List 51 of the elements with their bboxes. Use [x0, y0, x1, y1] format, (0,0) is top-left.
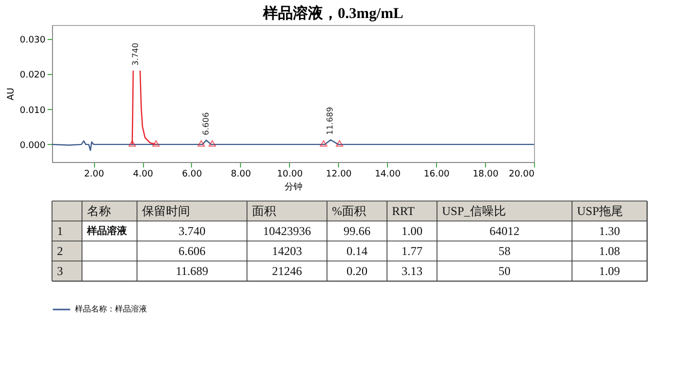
annotation: 6.606: [201, 112, 210, 136]
legend-label: 样品名称：样品溶液: [75, 304, 147, 314]
x-tick-label: 6.00: [182, 170, 202, 180]
data-label: 11.689: [176, 264, 208, 278]
x-tick-label: 20.00: [508, 170, 535, 180]
y-tick-label: 0.010: [20, 106, 46, 116]
data-label: 1.09: [599, 264, 620, 278]
data-label: 1.00: [402, 224, 422, 238]
annotation: 3.740: [131, 42, 140, 66]
data-label: 21246: [272, 264, 302, 278]
x-tick-label: 12.00: [326, 170, 352, 180]
x-tick-label: USP_信噪比: [442, 204, 506, 218]
y-axis-title: AU: [6, 88, 17, 100]
annotation: 11.689: [326, 106, 335, 135]
x-tick-label: 14.00: [374, 170, 401, 180]
data-label: 1.08: [599, 244, 620, 258]
x-tick-label: 面积: [252, 204, 276, 218]
x-tick-label: 2.00: [84, 170, 104, 180]
data-label: 10423936: [263, 224, 311, 238]
data-label: 1.77: [402, 244, 422, 258]
data-label: 99.66: [344, 224, 370, 238]
x-tick-label: 4.00: [133, 170, 154, 180]
data-label: 3.740: [178, 224, 206, 238]
line-series: [52, 139, 534, 152]
data-label: 6.606: [178, 244, 206, 258]
x-tick-label: USP拖尾: [577, 204, 624, 218]
data-label: 0.20: [346, 264, 368, 278]
data-label: 58: [498, 244, 510, 258]
y-tick-label: 0.000: [20, 140, 46, 151]
x-tick-label: 保留时间: [142, 204, 190, 218]
x-tick-label: 10.00: [276, 170, 303, 180]
x-tick-label: 18.00: [472, 170, 499, 180]
data-label: 0.14: [346, 244, 368, 258]
data-label: 14203: [272, 244, 302, 258]
x-tick-label: 16.00: [424, 170, 450, 180]
text: 样品溶液: [87, 226, 127, 237]
y-tick-label: 2: [57, 244, 63, 258]
x-tick-label: 名称: [87, 204, 111, 218]
x-tick-label: RRT: [392, 204, 416, 218]
y-tick-label: 3: [57, 264, 63, 278]
y-tick-label: 0.020: [20, 70, 46, 81]
x-tick-label: 8.00: [230, 170, 252, 180]
data-label: 64012: [490, 224, 520, 238]
x-tick-label: %面积: [332, 204, 366, 218]
x-axis-title: 分钟: [284, 182, 302, 192]
data-label: 1.30: [599, 224, 620, 238]
chart-title: 样品溶液，0.3mg/mL: [262, 4, 404, 22]
data-label: 50: [498, 264, 510, 278]
data-label: 3.13: [402, 264, 422, 278]
y-tick-label: 0.030: [20, 36, 46, 46]
y-tick-label: 1: [57, 224, 63, 238]
